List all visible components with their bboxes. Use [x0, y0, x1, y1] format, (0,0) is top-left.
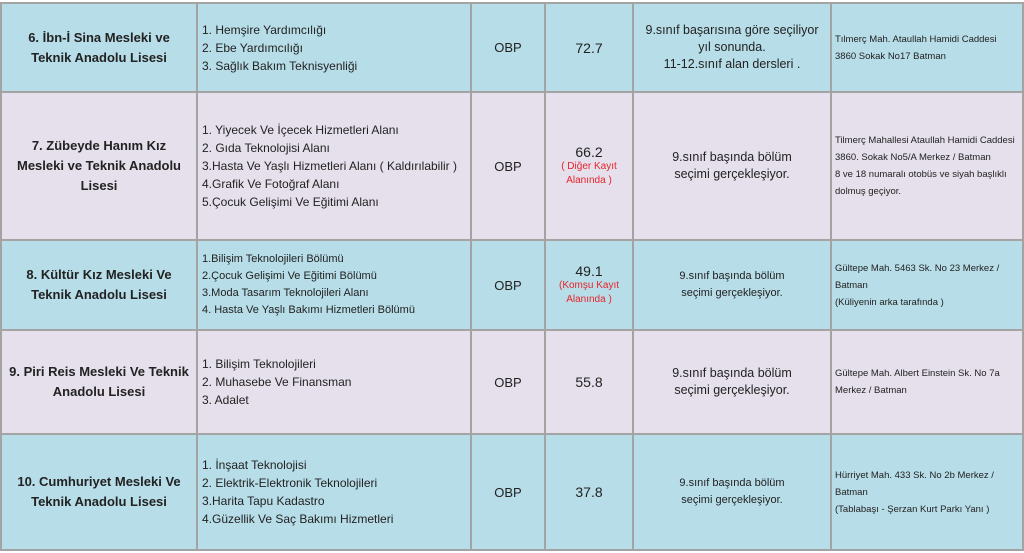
score-cell: 66.2( Diğer Kayıt Alanında ): [544, 91, 634, 241]
address-line: 8 ve 18 numaralı otobüs ve siyah başlıkl…: [835, 169, 1007, 197]
address-cell: Gültepe Mah. 5463 Sk. No 23 Merkez / Bat…: [830, 239, 1024, 331]
table-row: 7. Zübeyde Hanım Kız Mesleki ve Teknik A…: [0, 91, 1024, 241]
selection-line: 9.sınıf başarısına göre seçiliyor: [645, 23, 819, 37]
school-name: 8. Kültür Kız Mesleki Ve Teknik Anadolu …: [0, 239, 198, 331]
selection-line: 11-12.sınıf alan dersleri .: [663, 57, 801, 71]
department-item: 3.Moda Tasarım Teknolojileri Alanı: [202, 287, 369, 299]
department-item: 3.Harita Tapu Kadastro: [202, 494, 325, 508]
department-item: 1. Bilişim Teknolojileri: [202, 357, 316, 371]
department-item: 1. Hemşire Yardımcılığı: [202, 22, 327, 37]
department-item: 5.Çocuk Gelişimi Ve Eğitimi Alanı: [202, 195, 379, 209]
department-item: 2. Elektrik-Elektronik Teknolojileri: [202, 476, 378, 490]
address-line: (Küliyenin arka tarafında ): [835, 296, 944, 308]
score-cell: 49.1 (Komşu Kayıt Alanında ): [544, 239, 634, 331]
address-cell: Hürriyet Mah. 433 Sk. No 2b Merkez / Bat…: [830, 433, 1024, 551]
school-name: 7. Zübeyde Hanım Kız Mesleki ve Teknik A…: [0, 91, 198, 241]
table-row: 10. Cumhuriyet Mesleki Ve Teknik Anadolu…: [0, 433, 1024, 551]
selection-line: yıl sonunda.: [698, 40, 766, 54]
score-value: 37.8: [575, 484, 603, 500]
department-item: 1. Yiyecek Ve İçecek Hizmetleri Alanı: [202, 123, 399, 137]
department-item: 4.Güzellik Ve Saç Bakımı Hizmetleri: [202, 512, 394, 526]
department-item: 3. Adalet: [202, 393, 249, 407]
school-name: 10. Cumhuriyet Mesleki Ve Teknik Anadolu…: [0, 433, 198, 551]
departments-cell: 1. Yiyecek Ve İçecek Hizmetleri Alanı 2. …: [196, 91, 472, 241]
departments-cell: 1. Bilişim Teknolojileri 2. Muhasebe Ve F…: [196, 329, 472, 435]
department-item: 3. Sağlık Bakım Teknisyenliği: [202, 58, 358, 73]
score-cell: 37.8: [544, 433, 634, 551]
address-cell: Tilmerç Mahallesi Ataullah Hamidi Caddes…: [830, 91, 1024, 241]
department-item: 2. Ebe Yardımcılığı: [202, 40, 303, 55]
score-cell: 72.7: [544, 2, 634, 93]
department-item: 2.Çocuk Gelişimi Ve Eğitimi Bölümü: [202, 270, 377, 282]
table-row: 9. Piri Reis Mesleki Ve Teknik Anadolu L…: [0, 329, 1024, 435]
departments-cell: 1.Bilişim Teknolojileri Bölümü 2.Çocuk Ge…: [196, 239, 472, 331]
departments-cell: 1. Hemşire Yardımcılığı 2. Ebe Yardımcılı…: [196, 2, 472, 93]
selection-info: 9.sınıf başında bölüm seçimi gerçekleşiy…: [632, 433, 832, 551]
score-value: 72.7: [575, 39, 603, 56]
department-item: 4. Hasta Ve Yaşlı Bakımı Hizmetleri Bölü…: [202, 304, 415, 316]
address-line: Gültepe Mah. 5463 Sk. No 23 Merkez / Bat…: [835, 262, 1000, 291]
address-line: Tilmerç Mahallesi Ataullah Hamidi Caddes…: [835, 135, 1015, 163]
score-note: ( Diğer Kayıt Alanında ): [561, 161, 617, 186]
department-item: 2. Muhasebe Ve Finansman: [202, 375, 352, 389]
school-name: 9. Piri Reis Mesleki Ve Teknik Anadolu L…: [0, 329, 198, 435]
address-cell: Tılmerç Mah. Ataullah Hamidi Caddesi 386…: [830, 2, 1024, 93]
selection-info: 9.sınıf başarısına göre seçiliyor yıl son…: [632, 2, 832, 93]
department-item: 1. İnşaat Teknolojisi: [202, 458, 307, 472]
score-note: (Komşu Kayıt Alanında ): [558, 280, 620, 305]
selection-info: 9.sınıf başında bölüm seçimi gerçekleşiy…: [632, 91, 832, 241]
school-name: 6. İbn-İ Sina Mesleki ve Teknik Anadolu …: [0, 2, 198, 93]
admission-type: OBP: [470, 2, 546, 93]
department-item: 4.Grafik Ve Fotoğraf Alanı: [202, 177, 340, 191]
department-item: 2. Gıda Teknolojisi Alanı: [202, 141, 330, 155]
department-item: 1.Bilişim Teknolojileri Bölümü: [202, 253, 344, 265]
department-item: 3.Hasta Ve Yaşlı Hizmetleri Alanı ( Kald…: [202, 159, 457, 173]
table-row: 8. Kültür Kız Mesleki Ve Teknik Anadolu …: [0, 239, 1024, 331]
table-row: 6. İbn-İ Sina Mesleki ve Teknik Anadolu …: [0, 2, 1024, 93]
address-line: Hürriyet Mah. 433 Sk. No 2b Merkez / Bat…: [835, 469, 994, 498]
score-value: 49.1: [575, 263, 603, 279]
admission-type: OBP: [470, 91, 546, 241]
address-cell: Gültepe Mah. Albert Einstein Sk. No 7a M…: [830, 329, 1024, 435]
selection-info: 9.sınıf başında bölüm seçimi gerçekleşiy…: [632, 239, 832, 331]
admission-type: OBP: [470, 239, 546, 331]
address-line: Tılmerç Mah. Ataullah Hamidi Caddesi 386…: [835, 33, 997, 62]
departments-cell: 1. İnşaat Teknolojisi 2. Elektrik-Elektro…: [196, 433, 472, 551]
address-line: (Tablabaşı - Şerzan Kurt Parkı Yanı ): [835, 503, 990, 515]
selection-info: 9.sınıf başında bölüm seçimi gerçekleşiy…: [632, 329, 832, 435]
address-line: Gültepe Mah. Albert Einstein Sk. No 7a M…: [835, 368, 1000, 396]
score-value: 55.8: [575, 374, 603, 390]
admission-type: OBP: [470, 433, 546, 551]
score-cell: 55.8: [544, 329, 634, 435]
admission-type: OBP: [470, 329, 546, 435]
score-value: 66.2: [575, 144, 603, 160]
